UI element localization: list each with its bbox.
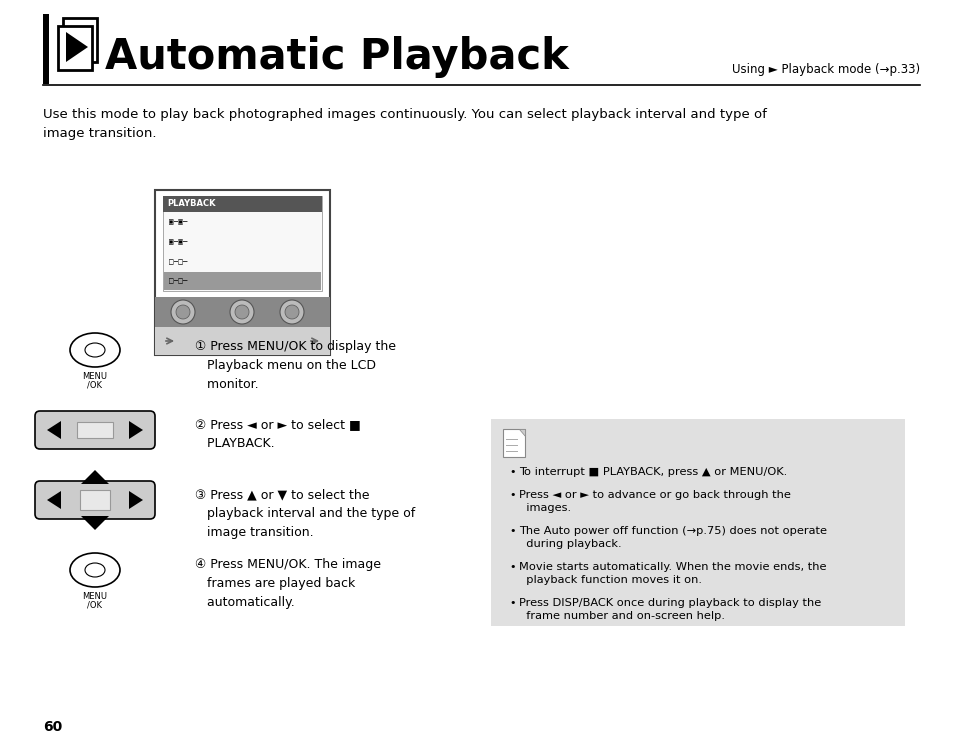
Text: To interrupt ■ PLAYBACK, press ▲ or MENU/OK.: To interrupt ■ PLAYBACK, press ▲ or MENU…	[518, 467, 786, 477]
Text: Press DISP/BACK once during playback to display the
  frame number and on-screen: Press DISP/BACK once during playback to …	[518, 598, 821, 621]
Polygon shape	[47, 421, 61, 439]
Text: 60: 60	[43, 720, 62, 734]
Text: /OK: /OK	[88, 380, 102, 389]
Text: Press ◄ or ► to advance or go back through the
  images.: Press ◄ or ► to advance or go back throu…	[518, 490, 790, 513]
Text: ▣—▣—: ▣—▣—	[169, 217, 188, 226]
Bar	[77, 422, 112, 438]
Text: Using ► Playback mode (→p.33): Using ► Playback mode (→p.33)	[731, 63, 919, 76]
Text: PLAYBACK: PLAYBACK	[167, 199, 215, 208]
Bar	[502, 429, 524, 457]
Text: •: •	[509, 467, 515, 477]
Bar	[163, 196, 322, 291]
Bar	[154, 297, 330, 327]
Polygon shape	[129, 421, 143, 439]
Text: MENU: MENU	[82, 372, 108, 381]
Text: □—□—: □—□—	[169, 257, 188, 266]
Ellipse shape	[85, 563, 105, 577]
Polygon shape	[518, 429, 524, 436]
Bar	[58, 26, 91, 70]
FancyBboxPatch shape	[35, 481, 154, 519]
Circle shape	[171, 300, 194, 324]
Text: •: •	[509, 598, 515, 608]
Text: ② Press ◄ or ► to select ■
   PLAYBACK.: ② Press ◄ or ► to select ■ PLAYBACK.	[194, 418, 360, 450]
Text: Automatic Playback: Automatic Playback	[105, 36, 568, 78]
Circle shape	[175, 305, 190, 319]
Bar	[154, 190, 330, 355]
FancyBboxPatch shape	[35, 411, 154, 449]
Text: •: •	[509, 526, 515, 536]
Polygon shape	[66, 32, 88, 62]
Text: The Auto power off function (→p.75) does not operate
  during playback.: The Auto power off function (→p.75) does…	[518, 526, 826, 549]
Circle shape	[280, 300, 304, 324]
Text: ④ Press MENU/OK. The image
   frames are played back
   automatically.: ④ Press MENU/OK. The image frames are pl…	[194, 558, 380, 609]
Polygon shape	[81, 470, 109, 484]
Ellipse shape	[70, 333, 120, 367]
Circle shape	[230, 300, 253, 324]
Circle shape	[234, 305, 249, 319]
Text: ① Press MENU/OK to display the
   Playback menu on the LCD
   monitor.: ① Press MENU/OK to display the Playback …	[194, 340, 395, 391]
Text: •: •	[509, 562, 515, 572]
Text: •: •	[509, 490, 515, 500]
Text: □—□—: □—□—	[169, 276, 188, 285]
Text: ③ Press ▲ or ▼ to select the
   playback interval and the type of
   image trans: ③ Press ▲ or ▼ to select the playback in…	[194, 488, 415, 539]
Text: Use this mode to play back photographed images continuously. You can select play: Use this mode to play back photographed …	[43, 108, 766, 140]
Text: Movie starts automatically. When the movie ends, the
  playback function moves i: Movie starts automatically. When the mov…	[518, 562, 825, 585]
Bar	[163, 196, 322, 212]
Text: ▣—▣—: ▣—▣—	[169, 237, 188, 246]
Polygon shape	[81, 516, 109, 530]
Bar	[491, 419, 904, 626]
Ellipse shape	[85, 343, 105, 357]
Bar	[164, 273, 320, 290]
Bar	[63, 18, 97, 62]
Bar	[43, 14, 49, 84]
Ellipse shape	[70, 553, 120, 587]
Text: MENU: MENU	[82, 592, 108, 601]
Bar	[80, 490, 110, 510]
Polygon shape	[129, 491, 143, 509]
Text: /OK: /OK	[88, 600, 102, 609]
Bar	[154, 327, 330, 355]
Polygon shape	[47, 491, 61, 509]
Circle shape	[285, 305, 298, 319]
